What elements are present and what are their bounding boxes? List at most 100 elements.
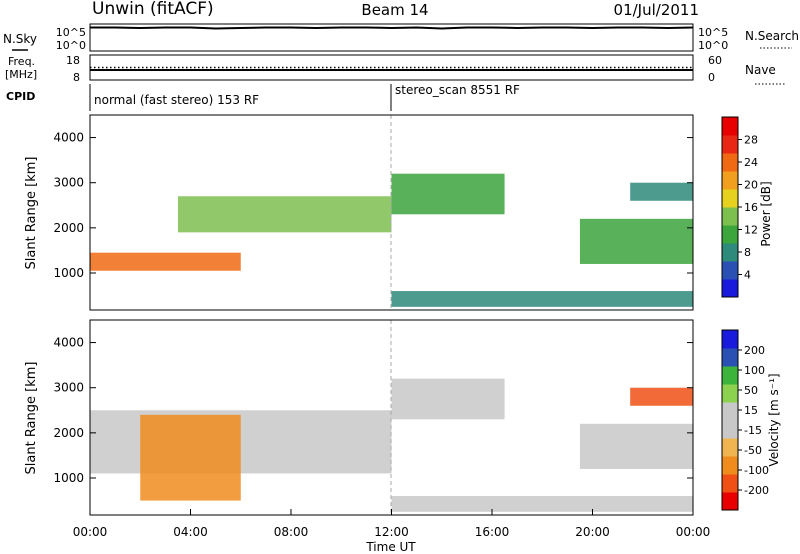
- cpid-segment-stereo: stereo_scan 8551 RF: [395, 83, 520, 97]
- power-colorbar-swatch-5: [722, 189, 738, 208]
- power-colorbar-swatch-9: [722, 117, 738, 136]
- echo-band-2: [391, 173, 505, 215]
- freq-label-line2: [MHz]: [5, 68, 37, 81]
- velocity-colorbar-swatch-8: [722, 348, 738, 367]
- power-colorbar-tick-label: 12: [744, 224, 758, 237]
- xtick-label: 04:00: [173, 525, 208, 539]
- power-colorbar-swatch-0: [722, 279, 738, 298]
- power-colorbar-tick-label: 20: [744, 179, 758, 192]
- velocity-colorbar-frame: [721, 329, 739, 511]
- echo-band-0: [90, 252, 241, 271]
- time-axis: 00:00 04:00 08:00 12:00 16:00 20:00 00:00: [73, 509, 711, 539]
- ytick-label: 2000: [53, 221, 84, 235]
- echo-band-1: [391, 378, 505, 420]
- echo-band-5: [630, 387, 693, 406]
- xtick-label: 16:00: [475, 525, 510, 539]
- velocity-colorbar-swatch-4: [722, 420, 738, 439]
- velocity-colorbar-swatch-2: [722, 456, 738, 475]
- power-colorbar-label: Power [dB]: [759, 181, 773, 246]
- power-colorbar-swatch-4: [722, 207, 738, 226]
- ytick-label: 4000: [53, 336, 84, 350]
- freq-trace: [90, 66, 693, 71]
- nave-right-tick-bottom: 0: [708, 71, 715, 84]
- power-colorbar-tick-label: 28: [744, 134, 758, 147]
- velocity-colorbar-tick-label: 200: [744, 344, 765, 357]
- power-echo-layer: [90, 173, 693, 307]
- xtick-label: 08:00: [274, 525, 309, 539]
- velocity-colorbar-swatch-6: [722, 384, 738, 403]
- power-colorbar-swatch-2: [722, 243, 738, 262]
- freq-left-tick-bottom: 8: [73, 71, 80, 84]
- nsky-series-line: [90, 26, 694, 30]
- nsearch-right-tick-bottom: 10^0: [698, 39, 728, 52]
- xtick-label: 12:00: [374, 525, 409, 539]
- xtick-label: 00:00: [73, 525, 108, 539]
- echo-band-3: [391, 291, 693, 307]
- power-panel-frame: [89, 114, 694, 311]
- velocity-colorbar-tick-label: -100: [744, 464, 769, 477]
- velocity-echo-layer: [90, 378, 693, 512]
- power-yaxis-ticks: 1000 2000 3000 4000: [53, 131, 693, 280]
- nsearch-right-tick-top: 10^5: [698, 26, 728, 39]
- freq-label-line1: Freq.: [8, 55, 35, 68]
- velocity-ylabel: Slant Range [km]: [24, 362, 39, 475]
- power-colorbar-tick-label: 24: [744, 156, 758, 169]
- nsearch-label: N.Search: [745, 29, 799, 43]
- station-title: Unwin (fitACF): [92, 0, 214, 19]
- velocity-colorbar-tick-label: 50: [744, 384, 758, 397]
- echo-band-5: [630, 182, 693, 201]
- velocity-colorbar: -200 -100 -50 -15 15 50 100 200: [721, 329, 769, 511]
- power-colorbar-tick-label: 4: [744, 269, 751, 282]
- power-colorbar-swatch-7: [722, 153, 738, 172]
- echo-band-1: [177, 196, 392, 233]
- power-colorbar-swatch-3: [722, 225, 738, 244]
- power-colorbar: 4 8 12 16 20 24 28: [721, 116, 758, 298]
- velocity-colorbar-swatch-3: [722, 438, 738, 457]
- velocity-colorbar-tick-label: 15: [744, 404, 758, 417]
- xtick-label: 00:00: [676, 525, 711, 539]
- freq-left-tick-top: 18: [66, 54, 80, 67]
- velocity-colorbar-swatch-9: [722, 330, 738, 349]
- power-colorbar-tick-label: 16: [744, 201, 758, 214]
- velocity-colorbar-swatch-1: [722, 474, 738, 493]
- nsky-label: N.Sky: [3, 32, 37, 46]
- nave-label: Nave: [745, 63, 776, 77]
- power-colorbar-swatch-6: [722, 171, 738, 190]
- power-ylabel: Slant Range [km]: [24, 157, 39, 270]
- power-panel: 1000 2000 3000 4000 Slant Range [km]: [24, 114, 694, 311]
- velocity-colorbar-tick-label: -200: [744, 484, 769, 497]
- power-colorbar-swatch-8: [722, 135, 738, 154]
- velocity-panel: 1000 2000 3000 4000 Slant Range [km]: [24, 319, 694, 516]
- velocity-colorbar-swatch-7: [722, 366, 738, 385]
- xtick-label: 20:00: [575, 525, 610, 539]
- velocity-colorbar-tick-label: 100: [744, 364, 765, 377]
- echo-band-3: [391, 496, 693, 512]
- ytick-label: 4000: [53, 131, 84, 145]
- velocity-colorbar-tick-label: -15: [744, 424, 762, 437]
- echo-band-2: [140, 414, 241, 501]
- velocity-colorbar-tick-label: -50: [744, 444, 762, 457]
- velocity-yaxis-ticks: 1000 2000 3000 4000: [53, 336, 693, 485]
- power-colorbar-swatch-1: [722, 261, 738, 280]
- nsky-panel-frame: [89, 23, 694, 52]
- nave-right-tick-top: 60: [708, 54, 722, 67]
- ytick-label: 3000: [53, 381, 84, 395]
- velocity-colorbar-label: Velocity [m s⁻¹]: [767, 373, 781, 466]
- time-axis-label: Time UT: [365, 540, 416, 554]
- ytick-label: 1000: [53, 266, 84, 280]
- nsky-left-tick-bottom: 10^0: [56, 39, 86, 52]
- velocity-colorbar-swatch-0: [722, 492, 738, 511]
- cpid-label: CPID: [6, 90, 35, 103]
- nsky-left-tick-top: 10^5: [56, 26, 86, 39]
- velocity-colorbar-swatch-5: [722, 402, 738, 421]
- ytick-label: 2000: [53, 426, 84, 440]
- date-title: 01/Jul/2011: [614, 1, 699, 19]
- nsky-trace: [90, 26, 694, 30]
- beam-title: Beam 14: [361, 1, 428, 19]
- ytick-label: 3000: [53, 176, 84, 190]
- ytick-label: 1000: [53, 471, 84, 485]
- echo-band-4: [579, 423, 693, 469]
- cpid-segment-normal: normal (fast stereo) 153 RF: [94, 93, 259, 107]
- echo-band-4: [579, 218, 693, 264]
